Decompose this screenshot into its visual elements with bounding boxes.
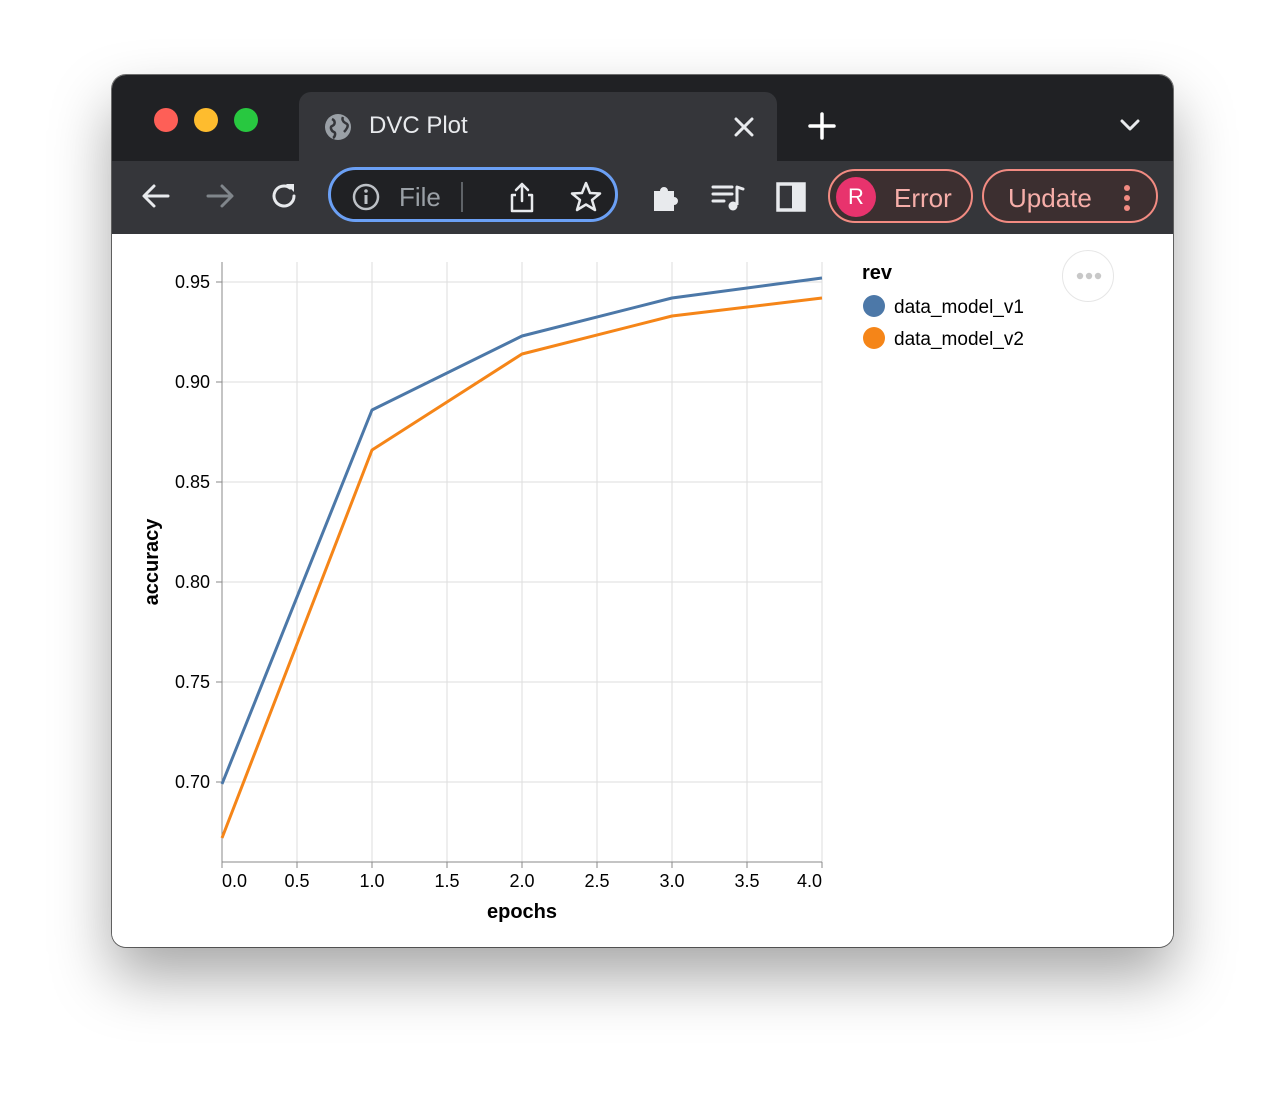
- x-axis-title: epochs: [487, 901, 557, 923]
- chevron-down-icon[interactable]: [1115, 115, 1145, 137]
- tab-dvc-plot[interactable]: DVC Plot: [299, 92, 777, 161]
- y-tick-label: 0.75: [175, 672, 210, 692]
- update-label: Update: [1008, 183, 1092, 213]
- maximize-window-button[interactable]: [234, 108, 258, 132]
- share-icon[interactable]: [507, 180, 537, 214]
- puzzle-icon[interactable]: [648, 179, 684, 215]
- series-line-data-model-v2: [220, 296, 823, 839]
- series-line-data-model-v1: [220, 276, 823, 785]
- title-bar: DVC Plot: [112, 75, 1173, 161]
- reload-icon[interactable]: [266, 178, 302, 214]
- globe-icon: [325, 114, 351, 140]
- y-tick-label: 0.95: [175, 272, 210, 292]
- profile-error-button[interactable]: R Error: [828, 169, 973, 223]
- y-tick-label: 0.85: [175, 472, 210, 492]
- plus-icon[interactable]: [807, 111, 837, 141]
- x-tick-label: 2.0: [509, 871, 534, 891]
- x-tick-label: 1.5: [434, 871, 459, 891]
- chart-series: [220, 276, 823, 839]
- legend-label: data_model_v1: [894, 297, 1024, 318]
- x-tick-label: 0.5: [284, 871, 309, 891]
- close-window-button[interactable]: [154, 108, 178, 132]
- legend-symbol: [863, 327, 885, 349]
- profile-status-label: Error: [894, 183, 952, 213]
- sidepanel-icon[interactable]: [774, 179, 810, 215]
- x-tick-label: 0.0: [222, 871, 247, 891]
- legend-title: rev: [862, 262, 893, 284]
- back-arrow-icon[interactable]: [138, 178, 174, 214]
- chart-actions-button[interactable]: [1062, 250, 1114, 302]
- page-content: 0.0 0.5 1.0 1.5 2.0 2.5 3.0 3.5 4.0 0.70 0.75 0.80 0…: [112, 234, 1173, 947]
- y-tick-label: 0.90: [175, 372, 210, 392]
- browser-window: DVC Plot File: [112, 75, 1173, 947]
- x-tick-label: 2.5: [584, 871, 609, 891]
- legend-label: data_model_v2: [894, 329, 1024, 350]
- more-horiz-icon: [1076, 272, 1102, 280]
- y-tick-label: 0.80: [175, 572, 210, 592]
- address-text: File: [399, 182, 441, 212]
- toolbar: File R Error Update: [112, 161, 1173, 234]
- x-tick-label: 4.0: [797, 871, 822, 891]
- address-bar[interactable]: File: [328, 167, 618, 222]
- x-tick-label: 1.0: [359, 871, 384, 891]
- tab-title: DVC Plot: [369, 112, 468, 139]
- more-vert-icon[interactable]: [1122, 183, 1132, 213]
- update-button[interactable]: Update: [982, 169, 1158, 223]
- minimize-window-button[interactable]: [194, 108, 218, 132]
- line-chart: 0.0 0.5 1.0 1.5 2.0 2.5 3.0 3.5 4.0 0.70 0.75 0.80 0…: [141, 262, 1024, 923]
- media-icon[interactable]: [710, 179, 746, 215]
- forward-arrow-icon[interactable]: [202, 178, 238, 214]
- x-tick-label: 3.5: [734, 871, 759, 891]
- chart-axes: 0.0 0.5 1.0 1.5 2.0 2.5 3.0 3.5 4.0 0.70 0.75 0.80 0…: [141, 262, 823, 923]
- address-divider: [461, 182, 463, 212]
- y-axis-title: accuracy: [141, 518, 163, 606]
- close-icon[interactable]: [731, 114, 757, 140]
- legend-symbol: [863, 295, 885, 317]
- star-icon[interactable]: [569, 180, 603, 214]
- info-icon[interactable]: [351, 182, 381, 212]
- x-tick-label: 3.0: [659, 871, 684, 891]
- avatar: R: [836, 177, 876, 217]
- y-tick-label: 0.70: [175, 772, 210, 792]
